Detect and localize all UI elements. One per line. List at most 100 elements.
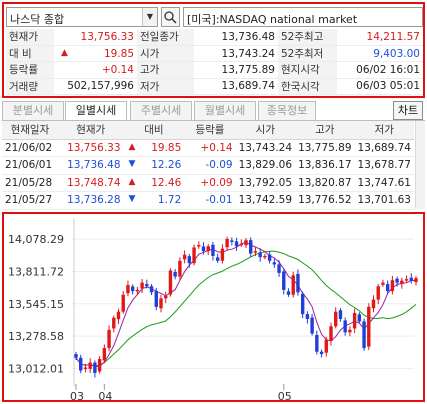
candle-body (145, 284, 149, 287)
candle-body (116, 311, 121, 320)
candle-body (149, 286, 154, 293)
info-label: 52주최저 (278, 45, 337, 63)
table-row[interactable]: 21/06/01 13,736.48 ▼ 12.26 -0.09 13,829.06 13,… (2, 156, 414, 175)
info-value: 502,157,996 (54, 78, 137, 96)
candle-body (74, 354, 78, 358)
candle-body (206, 246, 210, 252)
price-cell: 13,756.33 (57, 139, 124, 157)
candle-body (173, 271, 177, 277)
info-value-text: 06/03 05:01 (356, 80, 420, 93)
info-row: 거래량 502,157,996 저가 13,689.74 한국시각 06/03 05:01 (6, 78, 423, 96)
candle-body (367, 306, 371, 347)
info-value: ▲ 19.85 (54, 45, 137, 63)
info-value-text: 9,403.00 (373, 47, 420, 60)
info-value: 13,736.48 (194, 29, 278, 46)
candle-body (140, 282, 144, 289)
column-header[interactable]: 대비 (123, 121, 185, 140)
candle-body (329, 326, 333, 342)
change-cell: ▼ 12.26 (123, 156, 185, 175)
candle-body (192, 247, 196, 264)
quote-info-table: 현재가 13,756.33 전일종가 13,736.48 52주최고 14,211.57 대… (6, 29, 423, 96)
chart-button[interactable]: 차트 (393, 101, 423, 120)
info-value: 13,689.74 (194, 78, 278, 96)
tab-1[interactable]: 일별시세 (65, 101, 127, 120)
column-header[interactable]: 시가 (235, 121, 296, 140)
column-header[interactable]: 저가 (354, 121, 414, 140)
index-select[interactable]: 나스닥 종합 ▼ (6, 7, 158, 27)
change-cell: ▲ 12.46 (123, 174, 185, 192)
candle-body (334, 311, 338, 327)
column-header[interactable]: 현재일자 (2, 121, 58, 140)
candle-body (277, 264, 281, 273)
candle-body (112, 317, 116, 329)
low-cell: 13,689.74 (354, 139, 414, 157)
rate-cell: +0.09 (184, 174, 236, 192)
info-value-text: +0.14 (101, 63, 134, 76)
column-header[interactable]: 등락률 (184, 121, 236, 140)
info-value-text: 13,775.89 (221, 63, 275, 76)
chevron-down-icon[interactable]: ▼ (142, 8, 157, 26)
low-cell: 13,701.63 (354, 191, 414, 210)
candle-body (258, 252, 262, 258)
column-header[interactable]: 고가 (295, 121, 355, 140)
candle-body (362, 321, 366, 349)
tab-4[interactable]: 종목정보 (258, 101, 316, 120)
candle-body (357, 314, 362, 322)
up-arrow-icon: ▲ (128, 176, 136, 187)
price-cell: 13,736.48 (57, 156, 124, 175)
info-label: 한국시각 (278, 78, 337, 96)
info-row: 대 비 ▲ 19.85 시가 13,743.24 52주최저 9,403.00 (6, 45, 423, 63)
date-cell: 21/06/02 (2, 139, 58, 157)
candle-body (97, 358, 102, 372)
table-row[interactable]: 21/06/02 13,756.33 ▲ 19.85 +0.14 13,743.24 13,… (2, 139, 414, 157)
info-value-text: 13,756.33 (80, 30, 134, 43)
y-tick-label: 13,811.72 (8, 265, 64, 278)
candle-body (159, 298, 163, 309)
search-row: 나스닥 종합 ▼ [미국]:NASDAQ national market (6, 7, 423, 27)
date-cell: 21/05/27 (2, 191, 58, 210)
candle-body (244, 240, 248, 246)
candle-body (83, 367, 88, 370)
info-label: 52주최고 (278, 29, 337, 46)
x-tick-label: 03 (70, 390, 84, 400)
candle-body (154, 290, 158, 307)
candle-body (267, 254, 272, 261)
info-value: 13,743.24 (194, 45, 278, 63)
y-tick-label: 13,012.01 (8, 362, 64, 375)
low-cell: 13,678.77 (354, 156, 414, 175)
table-row[interactable]: 21/05/27 13,736.28 ▼ 1.72 -0.01 13,742.59 13,7… (2, 191, 414, 210)
info-label: 시가 (137, 45, 194, 63)
price-cell: 13,748.74 (57, 174, 124, 192)
info-row: 현재가 13,756.33 전일종가 13,736.48 52주최고 14,211.57 (6, 29, 423, 46)
change-value: 19.85 (151, 141, 182, 154)
candle-body (168, 270, 173, 295)
down-arrow-icon: ▼ (128, 159, 136, 170)
open-cell: 13,792.05 (235, 174, 296, 192)
tab-0[interactable]: 분별시세 (2, 101, 64, 120)
info-value: 06/03 05:01 (337, 78, 423, 96)
tab-divider (2, 120, 425, 121)
candle-body (215, 257, 220, 261)
candle-body (291, 275, 295, 295)
high-cell: 13,775.89 (295, 139, 355, 157)
info-value: 14,211.57 (337, 29, 423, 46)
table-scrollbar[interactable] (415, 121, 425, 209)
candle-body (201, 246, 206, 252)
candle-body (253, 251, 258, 253)
candle-body (225, 238, 229, 248)
info-label: 대 비 (6, 45, 54, 63)
price-cell: 13,736.28 (57, 191, 124, 210)
y-tick-label: 13,278.58 (8, 330, 64, 343)
candle-body (178, 260, 182, 277)
search-button[interactable] (161, 7, 180, 27)
info-value: 06/02 16:01 (337, 61, 423, 79)
info-value-text: 13,736.48 (221, 30, 275, 43)
y-tick-label: 13,545.15 (8, 298, 64, 311)
info-label: 고가 (137, 61, 194, 79)
change-value: 12.26 (151, 159, 182, 172)
tab-3[interactable]: 월별시세 (194, 101, 256, 120)
table-row[interactable]: 21/05/28 13,748.74 ▲ 12.46 +0.09 13,792.05 13,… (2, 174, 414, 192)
rate-cell: -0.01 (184, 191, 236, 210)
column-header[interactable]: 현재가 (57, 121, 124, 140)
tab-2[interactable]: 주별시세 (130, 101, 192, 120)
